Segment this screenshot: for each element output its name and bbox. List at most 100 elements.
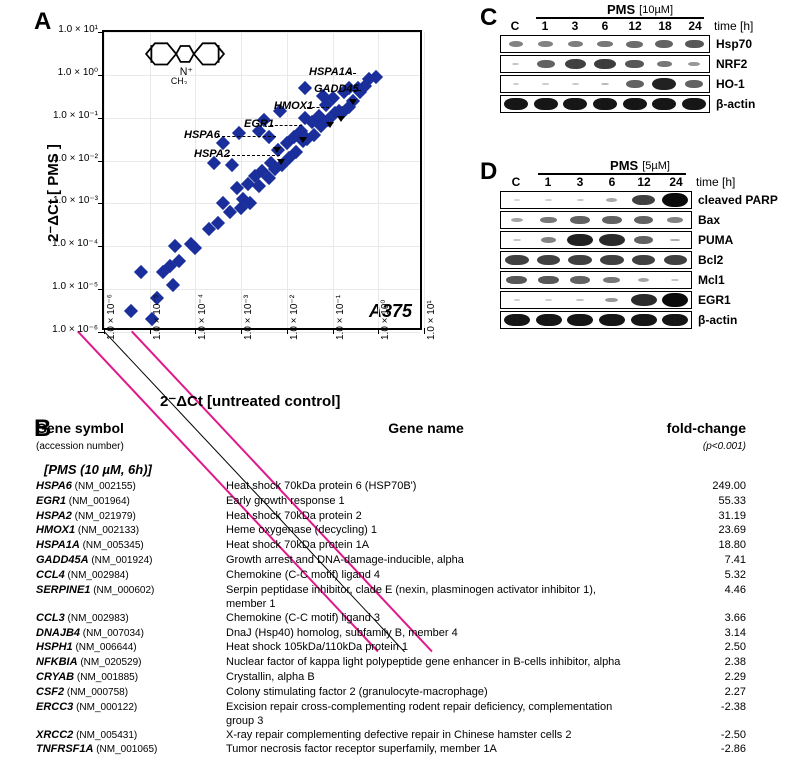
scatter-point [188,241,202,255]
blot-label: HO-1 [716,77,745,91]
table-row: CCL4 (NM_002984)Chemokine (C-C motif) li… [36,568,756,583]
panel-a-scatter: A375 HSPA1AGADD45HMOX1EGR1HSPA6HSPA2 2⁻Δ… [32,10,432,390]
table-row: CCL3 (NM_002983)Chemokine (C-C motif) li… [36,611,756,626]
y-tick-label: 1.0 × 10⁻⁶ [38,324,98,335]
panel-d-title: PMS [610,158,638,173]
time-label: time [h] [696,175,735,189]
timepoint-label: 6 [596,175,628,189]
blot-label: β-actin [716,97,755,111]
panel-c-label: C [480,4,497,32]
timepoint-label: 3 [560,19,590,33]
timepoint-label: C [500,175,532,189]
y-tick-label: 1.0 × 10¹ [38,24,98,35]
gene-label: EGR1 [244,118,274,130]
blot-label: cleaved PARP [698,193,778,207]
blot-row: Bcl2 [500,251,780,269]
x-tick-label: 1.0 × 10⁻² [289,295,300,340]
table-row: CSF2 (NM_000758)Colony stimulating facto… [36,685,756,700]
table-row: HMOX1 (NM_002133)Heme oxygenase (decycli… [36,523,756,538]
svg-text:CH₃: CH₃ [171,76,188,84]
blot-row: β-actin [500,311,780,329]
table-row: HSPA6 (NM_002155)Heat shock 70kDa protei… [36,479,756,494]
panel-d-blot: PMS [5µM] C1361224 time [h] cleaved PARP B… [500,158,780,329]
col3-header: fold-change [667,420,746,436]
y-tick-label: 1.0 × 10⁻¹ [38,110,98,121]
timepoint-label: 3 [564,175,596,189]
timepoint-label: 1 [532,175,564,189]
col1-subheader: (accession number) [36,441,124,452]
timepoint-label: 24 [680,19,710,33]
table-row: ERCC3 (NM_000122)Excision repair cross-c… [36,700,756,728]
scatter-point [298,81,312,95]
blot-label: Bcl2 [698,253,723,267]
chemical-structure-icon: N⁺ CH₃ [140,38,230,84]
blot-row: EGR1 [500,291,780,309]
blot-row: HO-1 [500,75,780,93]
table-row: HSPA2 (NM_021979)Heat shock 70kDa protei… [36,509,756,524]
panel-c-blot: PMS [10µM] C136121824 time [h] Hsp70 NRF2 H… [500,2,780,113]
gene-label: GADD45 [314,83,359,95]
x-tick-label: 1.0 × 10⁻³ [243,295,254,340]
panel-c-title: PMS [607,2,635,17]
time-label: time [h] [714,19,753,33]
x-tick-label: 1.0 × 10¹ [426,300,437,340]
y-tick-label: 1.0 × 10⁰ [38,67,98,78]
table-row: NFKBIA (NM_020529)Nuclear factor of kapp… [36,655,756,670]
x-tick-label: 1.0 × 10⁰ [380,300,391,340]
blot-row: Mcl1 [500,271,780,289]
blot-label: β-actin [698,313,737,327]
y-tick-label: 1.0 × 10⁻² [38,153,98,164]
blot-row: β-actin [500,95,780,113]
blot-row: Bax [500,211,780,229]
table-row: TNFRSF1A (NM_001065)Tumor necrosis facto… [36,742,756,757]
blot-label: Hsp70 [716,37,752,51]
table-row: HSPH1 (NM_006644)Heat shock 105kDa/110kD… [36,640,756,655]
blot-label: PUMA [698,233,733,247]
panel-c-conc: [10µM] [639,4,673,16]
table-row: GADD45A (NM_001924)Growth arrest and DNA… [36,553,756,568]
blot-row: PUMA [500,231,780,249]
table-row: EGR1 (NM_001964)Early growth response 15… [36,494,756,509]
timepoint-label: 1 [530,19,560,33]
x-tick-label: 1.0 × 10⁻⁶ [106,294,117,340]
gene-label: HMOX1 [274,100,313,112]
y-tick-label: 1.0 × 10⁻⁵ [38,281,98,292]
panel-d-label: D [480,158,497,186]
timepoint-label: 12 [628,175,660,189]
gene-label: HSPA6 [184,129,220,141]
panel-c-header: C136121824 time [h] [500,17,780,33]
timepoint-label: 6 [590,19,620,33]
table-row: XRCC2 (NM_005431)X-ray repair complement… [36,728,756,743]
x-axis-title: 2⁻ΔCt [untreated control] [160,392,340,410]
col3-subheader: (p<0.001) [703,441,746,452]
table-row: CRYAB (NM_001885)Crystallin, alpha B2.29 [36,670,756,685]
timepoint-label: 12 [620,19,650,33]
table-row: SERPINE1 (NM_000602)Serpin peptidase inh… [36,583,756,611]
timepoint-label: 24 [660,175,692,189]
table-row: HSPA1A (NM_005345)Heat shock 70kDa prote… [36,538,756,553]
blot-label: Bax [698,213,720,227]
table-header: Gene symbol (accession number) Gene name… [36,420,756,452]
panel-d-header: C1361224 time [h] [500,173,780,189]
scatter-point [133,265,147,279]
panel-d-conc: [5µM] [642,160,670,172]
x-tick-label: 1.0 × 10⁻⁴ [197,294,208,340]
timepoint-label: 18 [650,19,680,33]
x-tick-label: 1.0 × 10⁻¹ [335,295,346,340]
scatter-point [124,303,138,317]
y-tick-label: 1.0 × 10⁻³ [38,195,98,206]
panel-b-table: Gene symbol (accession number) Gene name… [36,420,756,757]
blot-row: NRF2 [500,55,780,73]
col1-header: Gene symbol [36,420,124,436]
timepoint-label: C [500,19,530,33]
x-tick-label: 1.0 × 10⁻⁵ [152,294,163,340]
col2-header: Gene name [388,420,463,436]
y-tick-label: 1.0 × 10⁻⁴ [38,238,98,249]
scatter-point [168,239,182,253]
blot-row: cleaved PARP [500,191,780,209]
gene-label: HSPA2 [194,148,230,160]
blot-label: NRF2 [716,57,747,71]
blot-label: Mcl1 [698,273,725,287]
table-row: DNAJB4 (NM_007034)DnaJ (Hsp40) homolog, … [36,626,756,641]
table-condition: [PMS (10 µM, 6h)] [44,462,756,477]
